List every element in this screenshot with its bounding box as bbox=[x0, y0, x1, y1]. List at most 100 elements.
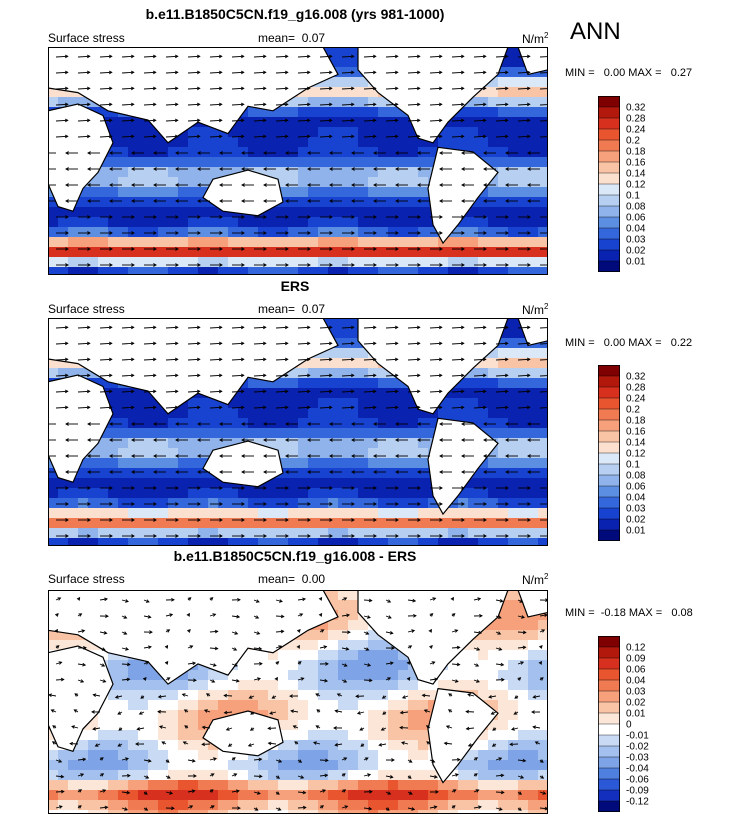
stress-vector-head bbox=[350, 405, 355, 410]
field-cell bbox=[168, 488, 179, 499]
stress-vector bbox=[55, 71, 68, 74]
field-cell bbox=[528, 670, 539, 681]
field-cell bbox=[208, 790, 219, 801]
colorbar-tick-label: 0.02 bbox=[626, 246, 646, 257]
field-cell bbox=[378, 378, 389, 389]
stress-vector-head bbox=[153, 470, 157, 474]
field-cell bbox=[508, 227, 519, 238]
stress-vector-head bbox=[299, 613, 304, 617]
field-cell bbox=[388, 167, 399, 178]
field-cell bbox=[488, 227, 499, 238]
stress-vector bbox=[209, 55, 222, 58]
field-cell bbox=[168, 167, 179, 178]
field-cell bbox=[278, 157, 289, 168]
colorbar-swatch bbox=[598, 365, 620, 377]
stress-vector-head bbox=[306, 389, 311, 394]
field-cell bbox=[498, 448, 509, 459]
field-cell bbox=[188, 810, 199, 814]
stress-vector bbox=[385, 358, 398, 361]
field-cell bbox=[188, 508, 199, 519]
colorbar-swatch bbox=[598, 184, 620, 196]
field-cell bbox=[128, 117, 139, 128]
field-cell bbox=[338, 237, 349, 248]
field-cell bbox=[138, 730, 149, 741]
stress-vector-head bbox=[482, 389, 487, 394]
stress-vector-head bbox=[263, 199, 267, 203]
stress-vector-head bbox=[130, 134, 135, 139]
stress-vector-head bbox=[505, 486, 509, 490]
field-cell bbox=[128, 267, 139, 275]
field-cell bbox=[388, 770, 399, 781]
field-cell bbox=[68, 538, 79, 546]
stress-vector bbox=[187, 326, 200, 329]
colorbar-tick-label: 0.04 bbox=[626, 224, 646, 235]
stress-vector bbox=[77, 103, 90, 106]
stress-vector bbox=[517, 326, 530, 329]
field-cell bbox=[368, 428, 379, 439]
stress-vector bbox=[297, 326, 310, 329]
field-cell bbox=[168, 710, 179, 721]
field-cell bbox=[268, 227, 279, 238]
field-cell bbox=[258, 388, 269, 399]
stress-vector bbox=[77, 342, 90, 345]
field-cell bbox=[478, 388, 489, 399]
stress-vector-head bbox=[439, 247, 443, 251]
field-cell bbox=[508, 97, 519, 108]
field-cell bbox=[128, 388, 139, 399]
field-cell bbox=[508, 127, 519, 138]
stress-vector-head bbox=[307, 151, 311, 155]
field-cell bbox=[508, 368, 519, 379]
field-cell bbox=[98, 518, 109, 529]
field-cell bbox=[118, 700, 129, 711]
stress-vector-head bbox=[461, 502, 465, 506]
field-cell bbox=[108, 187, 119, 198]
field-cell bbox=[358, 247, 369, 258]
field-cell bbox=[108, 770, 119, 781]
field-cell bbox=[188, 167, 199, 178]
field-cell bbox=[218, 710, 229, 721]
field-cell bbox=[198, 167, 209, 178]
field-cell bbox=[518, 388, 529, 399]
stress-vector-head bbox=[108, 86, 113, 91]
field-cell bbox=[488, 87, 499, 98]
stress-vector-head bbox=[86, 357, 91, 362]
field-cell bbox=[198, 478, 209, 489]
field-cell bbox=[398, 187, 409, 198]
field-cell bbox=[478, 790, 489, 801]
field-cell bbox=[198, 157, 209, 168]
stress-vector-head bbox=[350, 102, 355, 107]
field-cell bbox=[178, 418, 189, 429]
field-cell bbox=[298, 630, 309, 641]
stress-vector-head bbox=[306, 86, 311, 91]
stress-vector bbox=[275, 390, 288, 393]
field-cell bbox=[488, 498, 499, 509]
field-cell bbox=[488, 760, 499, 771]
field-cell bbox=[338, 750, 349, 761]
field-cell bbox=[228, 508, 239, 519]
field-cell bbox=[478, 87, 489, 98]
field-cell bbox=[388, 478, 399, 489]
field-cell bbox=[508, 810, 519, 814]
field-cell bbox=[388, 538, 399, 546]
field-cell bbox=[148, 458, 159, 469]
field-cell bbox=[378, 398, 389, 409]
field-cell bbox=[288, 478, 299, 489]
stress-vector-head bbox=[412, 598, 417, 603]
field-cell bbox=[198, 398, 209, 409]
field-cell bbox=[508, 740, 519, 751]
field-cell bbox=[258, 528, 269, 539]
field-cell bbox=[498, 750, 509, 761]
field-cell bbox=[438, 800, 449, 811]
field-cell bbox=[418, 700, 429, 711]
stress-vector-head bbox=[461, 534, 465, 538]
field-cell bbox=[118, 177, 129, 188]
field-cell bbox=[278, 478, 289, 489]
field-cell bbox=[268, 770, 279, 781]
field-cell bbox=[118, 388, 129, 399]
field-cell bbox=[488, 508, 499, 519]
stress-vector-head bbox=[527, 534, 531, 538]
field-cell bbox=[288, 408, 299, 419]
field-cell bbox=[228, 528, 239, 539]
field-cell bbox=[378, 680, 389, 691]
field-cell bbox=[338, 117, 349, 128]
